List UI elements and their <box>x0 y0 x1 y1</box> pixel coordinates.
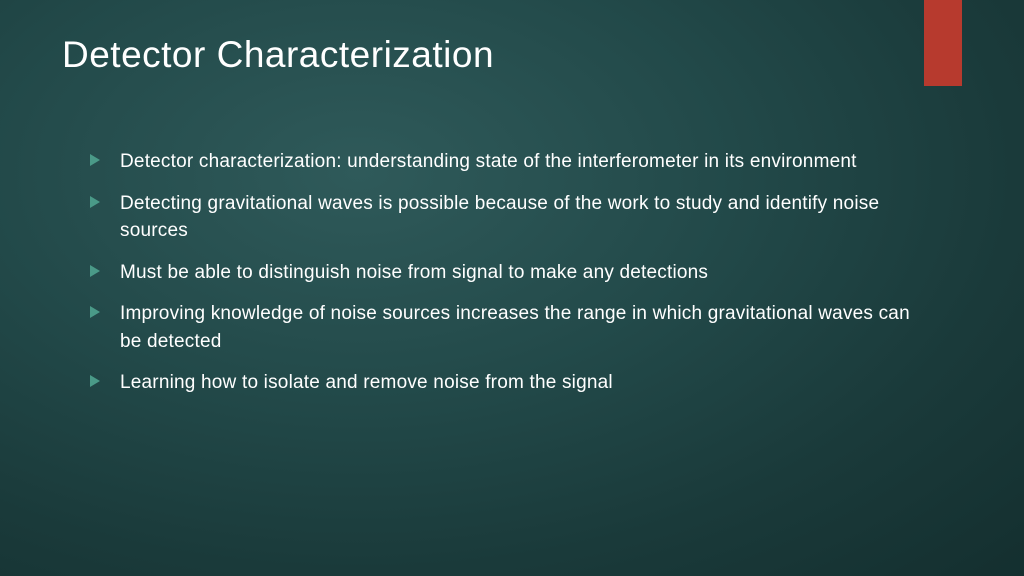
bullet-text: Learning how to isolate and remove noise… <box>120 372 613 393</box>
bullet-text: Detecting gravitational waves is possibl… <box>120 193 879 242</box>
list-item: Must be able to distinguish noise from s… <box>90 259 934 287</box>
bullet-marker-icon <box>90 154 100 166</box>
slide-title: Detector Characterization <box>62 34 494 76</box>
list-item: Learning how to isolate and remove noise… <box>90 369 934 397</box>
bullet-text: Improving knowledge of noise sources inc… <box>120 303 910 352</box>
list-item: Detecting gravitational waves is possibl… <box>90 190 934 245</box>
bullet-marker-icon <box>90 265 100 277</box>
list-item: Detector characterization: understanding… <box>90 148 934 176</box>
bullet-marker-icon <box>90 196 100 208</box>
bullet-text: Must be able to distinguish noise from s… <box>120 262 708 283</box>
bullet-text: Detector characterization: understanding… <box>120 151 857 172</box>
list-item: Improving knowledge of noise sources inc… <box>90 300 934 355</box>
slide: Detector Characterization Detector chara… <box>0 0 1024 576</box>
accent-bar <box>924 0 962 86</box>
bullet-list: Detector characterization: understanding… <box>90 148 934 411</box>
bullet-marker-icon <box>90 375 100 387</box>
bullet-marker-icon <box>90 306 100 318</box>
